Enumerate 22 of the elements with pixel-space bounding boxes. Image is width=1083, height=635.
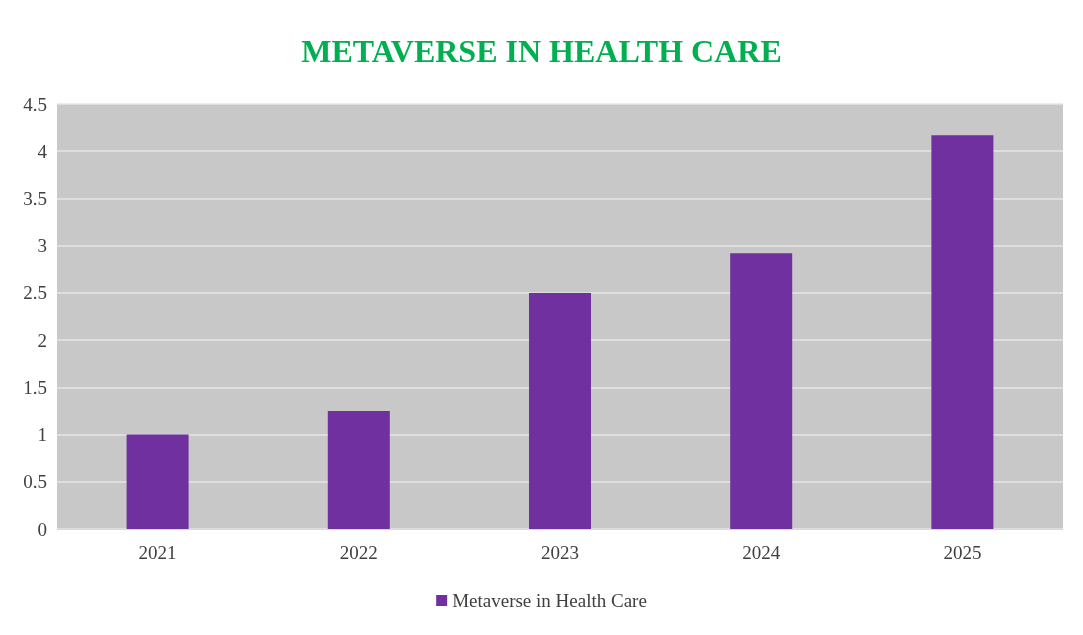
bar bbox=[126, 434, 189, 529]
legend-label: Metaverse in Health Care bbox=[452, 590, 647, 611]
y-tick-label: 4.5 bbox=[23, 93, 47, 115]
chart-title: METAVERSE IN HEALTH CARE bbox=[301, 33, 782, 69]
x-tick-label: 2025 bbox=[943, 542, 982, 563]
bar bbox=[327, 410, 390, 529]
y-tick-label: 1 bbox=[37, 424, 47, 446]
y-tick-label: 4 bbox=[37, 140, 48, 162]
x-tick-label: 2021 bbox=[138, 542, 177, 563]
x-tick-label: 2023 bbox=[541, 542, 579, 563]
y-tick-label: 2 bbox=[37, 329, 47, 351]
y-tick-label: 3 bbox=[37, 235, 47, 257]
x-tick-label: 2022 bbox=[339, 542, 378, 563]
bar bbox=[529, 292, 591, 529]
y-tick-label: 0 bbox=[37, 518, 47, 540]
y-tick-label: 1.5 bbox=[23, 376, 47, 398]
bar bbox=[730, 253, 793, 529]
y-tick-label: 3.5 bbox=[23, 187, 47, 209]
y-tick-label: 0.5 bbox=[23, 471, 47, 493]
y-tick-label: 2.5 bbox=[23, 282, 47, 304]
x-tick-label: 2024 bbox=[742, 542, 781, 563]
bar bbox=[931, 135, 994, 529]
